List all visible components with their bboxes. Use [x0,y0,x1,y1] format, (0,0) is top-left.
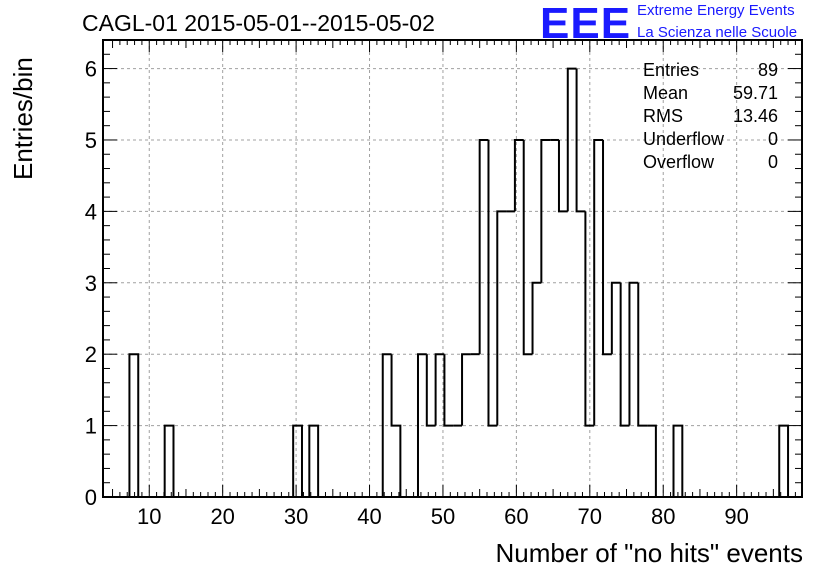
x-tick-label: 50 [431,504,455,529]
x-tick-label: 10 [137,504,161,529]
histogram-bin [637,282,648,427]
histogram-bin [575,68,586,213]
histogram-bin [557,139,568,213]
x-tick-label: 20 [210,504,234,529]
y-tick-label: 6 [85,57,97,82]
plot-frame [102,39,803,498]
histogram-bin [487,139,498,427]
y-tick-label: 0 [85,485,97,510]
histogram-bin [610,281,621,355]
y-tick-label: 2 [85,342,97,367]
histogram-bin [292,424,303,497]
y-tick-label: 1 [85,414,97,439]
y-axis-label: Entries/bin [8,57,38,180]
stat-underflow-label: Underflow [643,129,725,149]
histogram-bin [540,138,551,283]
histogram-bin [163,424,175,497]
eee-logo: EEE [540,0,632,48]
y-tick-label: 5 [85,128,97,153]
histogram-bin [390,354,402,497]
stat-overflow-value: 0 [767,152,778,172]
stat-rms-value: 13.46 [732,106,778,126]
histogram-bin [593,138,604,426]
stat-rms-label: RMS [643,106,683,126]
chart-title: CAGL-01 2015-05-01--2015-05-02 [82,10,435,36]
histogram-bin [513,138,524,212]
histogram-bin [522,139,533,356]
x-tick-label: 90 [724,504,748,529]
histogram-bin [434,353,445,426]
x-tick-label: 30 [284,504,308,529]
histogram-bin [128,353,140,497]
histogram-bin [566,67,577,212]
histogram-bin [478,138,489,355]
histogram-bin [425,354,436,427]
stat-overflow-label: Overflow [643,152,715,172]
histogram-bin [531,281,542,355]
histogram-bin [443,354,454,427]
histogram-bin [647,424,657,497]
histogram-bin [619,282,630,427]
histogram-bin [584,211,595,427]
org-name-line1: Extreme Energy Events [637,2,795,19]
x-axis-label: Number of "no hits" events [495,538,804,568]
stat-entries-value: 89 [757,60,778,80]
stat-mean-label: Mean [643,83,689,103]
histogram-bin [461,353,471,426]
x-tick-label: 80 [651,504,675,529]
x-tick-label: 60 [504,504,528,529]
histogram-bin [416,353,427,497]
org-name-line2: La Scienza nelle Scuole [637,24,798,41]
x-tick-label: 70 [578,504,602,529]
histogram-bin [672,424,684,497]
stat-mean-value: 59.71 [732,83,778,103]
stat-entries-label: Entries [643,60,700,80]
histogram-bin [381,353,392,497]
stat-underflow-value: 0 [767,129,778,149]
histogram-bin [778,424,790,497]
x-tick-label: 40 [357,504,381,529]
histogram-bin [496,210,507,426]
histogram-bin [628,281,639,426]
histogram-bin [602,139,612,356]
histogram-bin [308,424,320,497]
y-tick-label: 4 [85,199,97,224]
y-tick-label: 3 [85,271,97,296]
